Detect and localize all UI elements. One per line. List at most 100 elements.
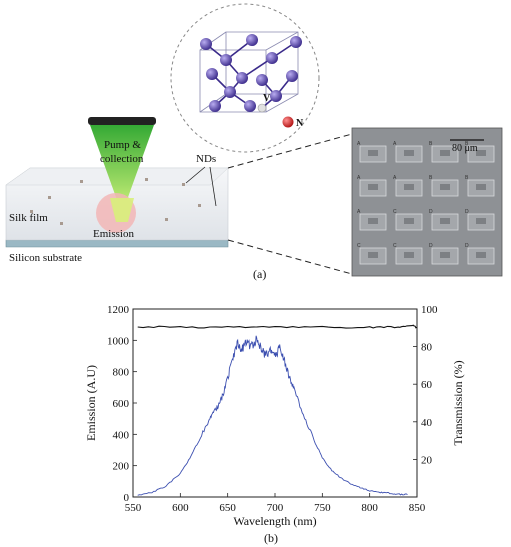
- y-tick-label: 400: [113, 429, 130, 441]
- micrograph-feature: [404, 218, 414, 224]
- y2-tick-label: 60: [421, 379, 433, 391]
- carbon-atom: [286, 70, 298, 82]
- micrograph-cell-label: B: [465, 141, 469, 147]
- panel-a: V N Pump & collection: [5, 3, 503, 281]
- y-tick-label: 0: [124, 492, 130, 504]
- carbon-atom: [220, 54, 232, 66]
- micrograph-feature: [476, 184, 486, 190]
- carbon-atom: [246, 34, 258, 46]
- micrograph-cell-label: C: [393, 209, 397, 215]
- micrograph-cell-label: A: [393, 141, 397, 147]
- substrate-label: Silicon substrate: [9, 252, 82, 264]
- zoom-line-bottom: [227, 239, 353, 275]
- y-tick-label: 1000: [107, 335, 130, 347]
- micrograph-cell-label: D: [429, 209, 433, 215]
- micrograph-cell-label: A: [393, 175, 397, 181]
- carbon-atom: [244, 100, 256, 112]
- x-tick-label: 800: [361, 502, 378, 514]
- micrograph-feature: [476, 252, 486, 258]
- micrograph-feature: [440, 150, 450, 156]
- x-tick-label: 750: [314, 502, 331, 514]
- left-axis: 0 200 400 600 800 1000 1200: [107, 304, 137, 504]
- micrograph-feature: [440, 184, 450, 190]
- substrate: [5, 239, 229, 248]
- carbon-atom: [270, 90, 282, 102]
- nv-center-lattice: V N: [170, 3, 320, 153]
- pump-beam: [90, 125, 154, 200]
- y2-tick-label: 40: [421, 417, 433, 429]
- micrograph-cell-label: B: [429, 175, 433, 181]
- micrograph-cell-label: B: [465, 175, 469, 181]
- micrograph-cells: A A B B A A B B A C D D C C D D: [357, 141, 495, 265]
- y2-tick-label: 20: [421, 454, 433, 466]
- x-tick-label: 700: [267, 502, 284, 514]
- y-tick-label: 800: [113, 367, 130, 379]
- micrograph-cell-label: D: [465, 243, 469, 249]
- carbon-atom: [224, 86, 236, 98]
- silk-film-label: Silk film: [9, 212, 48, 224]
- emission-label: Emission: [93, 228, 134, 240]
- x-tick-label: 550: [125, 502, 142, 514]
- panel-a-caption: (a): [253, 267, 266, 281]
- micrograph-feature: [440, 218, 450, 224]
- micrograph-cell-label: C: [357, 243, 361, 249]
- y-axis-label: Emission (A.U): [84, 365, 98, 441]
- micrograph-feature: [368, 150, 378, 156]
- scale-bar-label: 80 μm: [452, 143, 478, 154]
- y-tick-label: 600: [113, 398, 130, 410]
- micrograph-feature: [404, 150, 414, 156]
- y2-tick-label: 80: [421, 342, 433, 354]
- x-axis: 550 600 650 700 750 800 850: [125, 493, 426, 514]
- micrograph-feature: [368, 218, 378, 224]
- micrograph-cell-label: D: [465, 209, 469, 215]
- carbon-atom: [200, 38, 212, 50]
- pump-label: Pump &: [104, 139, 141, 151]
- x-tick-label: 650: [219, 502, 236, 514]
- y-tick-label: 1200: [107, 304, 130, 316]
- y2-axis-label: Transmission (%): [451, 360, 465, 445]
- carbon-atom: [256, 74, 268, 86]
- silk-film-diagram: Pump & collection NDs Silk film Emission…: [5, 117, 229, 264]
- micrograph-feature: [404, 252, 414, 258]
- zoom-line-top: [227, 133, 353, 169]
- micrograph-cell-label: A: [357, 175, 361, 181]
- micrograph-feature: [440, 252, 450, 258]
- micrograph-cell-label: D: [429, 243, 433, 249]
- nd-particles: [30, 178, 201, 225]
- plot-area: [132, 308, 418, 498]
- nds-label: NDs: [196, 153, 216, 165]
- micrograph-feature: [476, 218, 486, 224]
- carbon-atom: [206, 68, 218, 80]
- transmission-series-line: [137, 324, 418, 329]
- nitrogen-atom: [282, 116, 294, 128]
- carbon-atom: [236, 72, 248, 84]
- carbon-atom: [266, 52, 278, 64]
- micrograph-cell-label: C: [393, 243, 397, 249]
- sem-micrograph: A A B B A A B B A C D D C C D D 80 μm: [351, 127, 503, 277]
- micrograph-feature: [476, 150, 486, 156]
- x-axis-label: Wavelength (nm): [233, 514, 316, 528]
- right-axis: 20 40 60 80 100: [413, 304, 438, 466]
- micrograph-feature: [368, 252, 378, 258]
- emission-series-line: [137, 335, 408, 496]
- micrograph-feature: [368, 184, 378, 190]
- series-layer: [137, 324, 418, 496]
- micrograph-cell-label: B: [429, 141, 433, 147]
- micrograph-feature: [404, 184, 414, 190]
- x-tick-label: 600: [172, 502, 189, 514]
- nitrogen-label: N: [296, 118, 304, 129]
- micrograph-cell-label: A: [357, 209, 361, 215]
- objective-lens: [88, 117, 156, 125]
- x-tick-label: 850: [409, 502, 426, 514]
- micrograph-cell-label: A: [357, 141, 361, 147]
- y2-tick-label: 100: [421, 304, 438, 316]
- vacancy-label: V: [263, 93, 271, 104]
- carbon-atom: [290, 36, 302, 48]
- carbon-atom: [209, 100, 221, 112]
- panel-b: 0 200 400 600 800 1000 1200 20 40 60 80 100 550 600…: [84, 304, 465, 545]
- vacancy-site: [257, 103, 267, 113]
- panel-b-caption: (b): [264, 531, 278, 545]
- collection-label: collection: [100, 153, 144, 165]
- y-tick-label: 200: [113, 461, 130, 473]
